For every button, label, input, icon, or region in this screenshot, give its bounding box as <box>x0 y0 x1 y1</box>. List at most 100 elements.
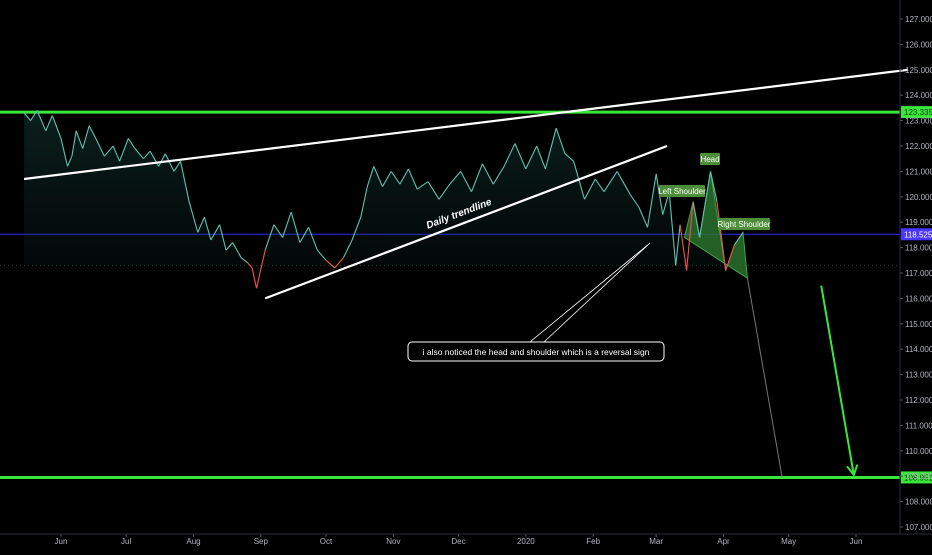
price-line-segment <box>45 115 53 132</box>
x-tick-label: Aug <box>186 537 200 546</box>
price-line-segment <box>210 224 221 241</box>
price-line-segment <box>555 128 566 154</box>
price-line-segment <box>416 181 429 190</box>
x-tick-label: Jul <box>121 537 131 546</box>
x-tick-label: Mar <box>649 537 663 546</box>
price-line-segment <box>51 115 62 139</box>
price-line-segment <box>134 148 144 160</box>
y-tick-label: 113.000 <box>905 371 932 380</box>
head-label: Head <box>700 155 719 164</box>
y-tick-label: 112.000 <box>905 396 932 405</box>
price-line-segment <box>334 257 344 269</box>
price-line-segment <box>514 143 527 170</box>
price-line-segment <box>158 153 166 167</box>
price-line-segment <box>282 211 292 238</box>
price-line-segment <box>60 138 69 167</box>
price-line-segment <box>686 201 694 271</box>
y-tick-label: 116.000 <box>905 294 932 303</box>
level-price-tag <box>901 471 932 484</box>
left-shoulder-label-box <box>659 185 705 197</box>
price-line-layer <box>23 110 744 289</box>
price-line-segment <box>188 201 199 233</box>
price-line-segment <box>232 242 242 259</box>
price-area-layer <box>24 110 744 289</box>
price-line-segment <box>536 145 546 170</box>
y-tick-label: 122.000 <box>905 142 932 151</box>
price-line-segment <box>699 171 712 238</box>
x-tick-label: Apr <box>717 537 730 546</box>
price-line-segment <box>360 186 368 218</box>
price-line-segment <box>36 110 47 132</box>
price-line-segment <box>342 239 353 259</box>
projection-line <box>746 277 783 478</box>
price-line-segment <box>66 155 73 167</box>
price-line-segment <box>603 171 618 192</box>
price-line-segment <box>119 138 129 162</box>
price-line-segment <box>82 125 90 149</box>
price-line-segment <box>264 224 275 251</box>
price-line-segment <box>725 244 735 271</box>
level-price-label: 118.525 <box>904 230 932 239</box>
price-line-segment <box>273 224 284 238</box>
price-line-segment <box>366 166 375 187</box>
x-tick-label: Jun <box>850 537 863 546</box>
price-line-segment <box>325 259 336 269</box>
price-line-segment <box>88 125 97 139</box>
y-tick-label: 111.000 <box>905 421 932 430</box>
price-line-segment <box>638 206 649 228</box>
level-price-tag <box>901 228 932 241</box>
price-line-segment <box>594 178 605 193</box>
price-line-segment <box>247 262 253 269</box>
price-line-segment <box>373 166 384 187</box>
x-tick-label: Nov <box>386 537 400 546</box>
level-price-label: 123.335 <box>904 108 932 117</box>
level-price-tag <box>901 106 932 119</box>
price-line-segment <box>219 224 227 251</box>
x-tick-label: Sep <box>254 537 269 546</box>
trendline <box>264 144 668 300</box>
price-line-segment <box>149 150 160 167</box>
price-line-segment <box>197 216 205 233</box>
price-line-segment <box>255 249 266 289</box>
price-line-segment <box>240 257 249 264</box>
y-tick-label: 124.000 <box>905 91 932 100</box>
price-line-segment <box>299 227 310 243</box>
right-shoulder-label-box <box>718 218 770 230</box>
projection-arrow-shaft <box>820 285 855 476</box>
price-line-segment <box>481 163 494 185</box>
price-line-segment <box>75 130 84 149</box>
y-tick-label: 108.000 <box>905 498 932 507</box>
y-tick-label: 107.000 <box>905 523 932 532</box>
price-line-segment <box>616 171 631 195</box>
x-axis: Jun Jul Aug Sep Oct Nov Dec 2020 Feb Mar Apr May Jun <box>0 533 932 546</box>
price-line-segment <box>399 168 409 185</box>
price-line-segment <box>503 143 516 167</box>
price-line-segment <box>127 138 136 149</box>
y-tick-label: 114.000 <box>905 345 932 354</box>
price-line-segment <box>30 110 38 121</box>
price-line-segment <box>164 153 175 172</box>
price-line-segment <box>709 171 718 203</box>
annotations-layer: Left Shoulder Head Right Shoulder i also no… <box>407 153 859 477</box>
y-tick-label: 127.000 <box>905 15 932 24</box>
price-line-segment <box>351 216 362 241</box>
price-line-segment <box>679 224 688 271</box>
y-tick-label: 120.000 <box>905 193 932 202</box>
left-shoulder-label: Left Shoulder <box>658 187 706 196</box>
head-label-box <box>700 153 720 165</box>
price-line-segment <box>382 171 392 187</box>
price-line-segment <box>692 201 701 238</box>
price-line-segment <box>460 171 472 192</box>
price-line-segment <box>179 161 190 203</box>
price-line-segment <box>407 168 418 190</box>
trendline <box>23 68 909 181</box>
price-line-segment <box>716 201 727 271</box>
x-tick-label: Oct <box>320 537 333 546</box>
price-line-segment <box>492 166 505 185</box>
price-line-segment <box>470 163 483 192</box>
x-tick-label: Jun <box>55 537 68 546</box>
y-tick-label: 115.000 <box>905 320 932 329</box>
